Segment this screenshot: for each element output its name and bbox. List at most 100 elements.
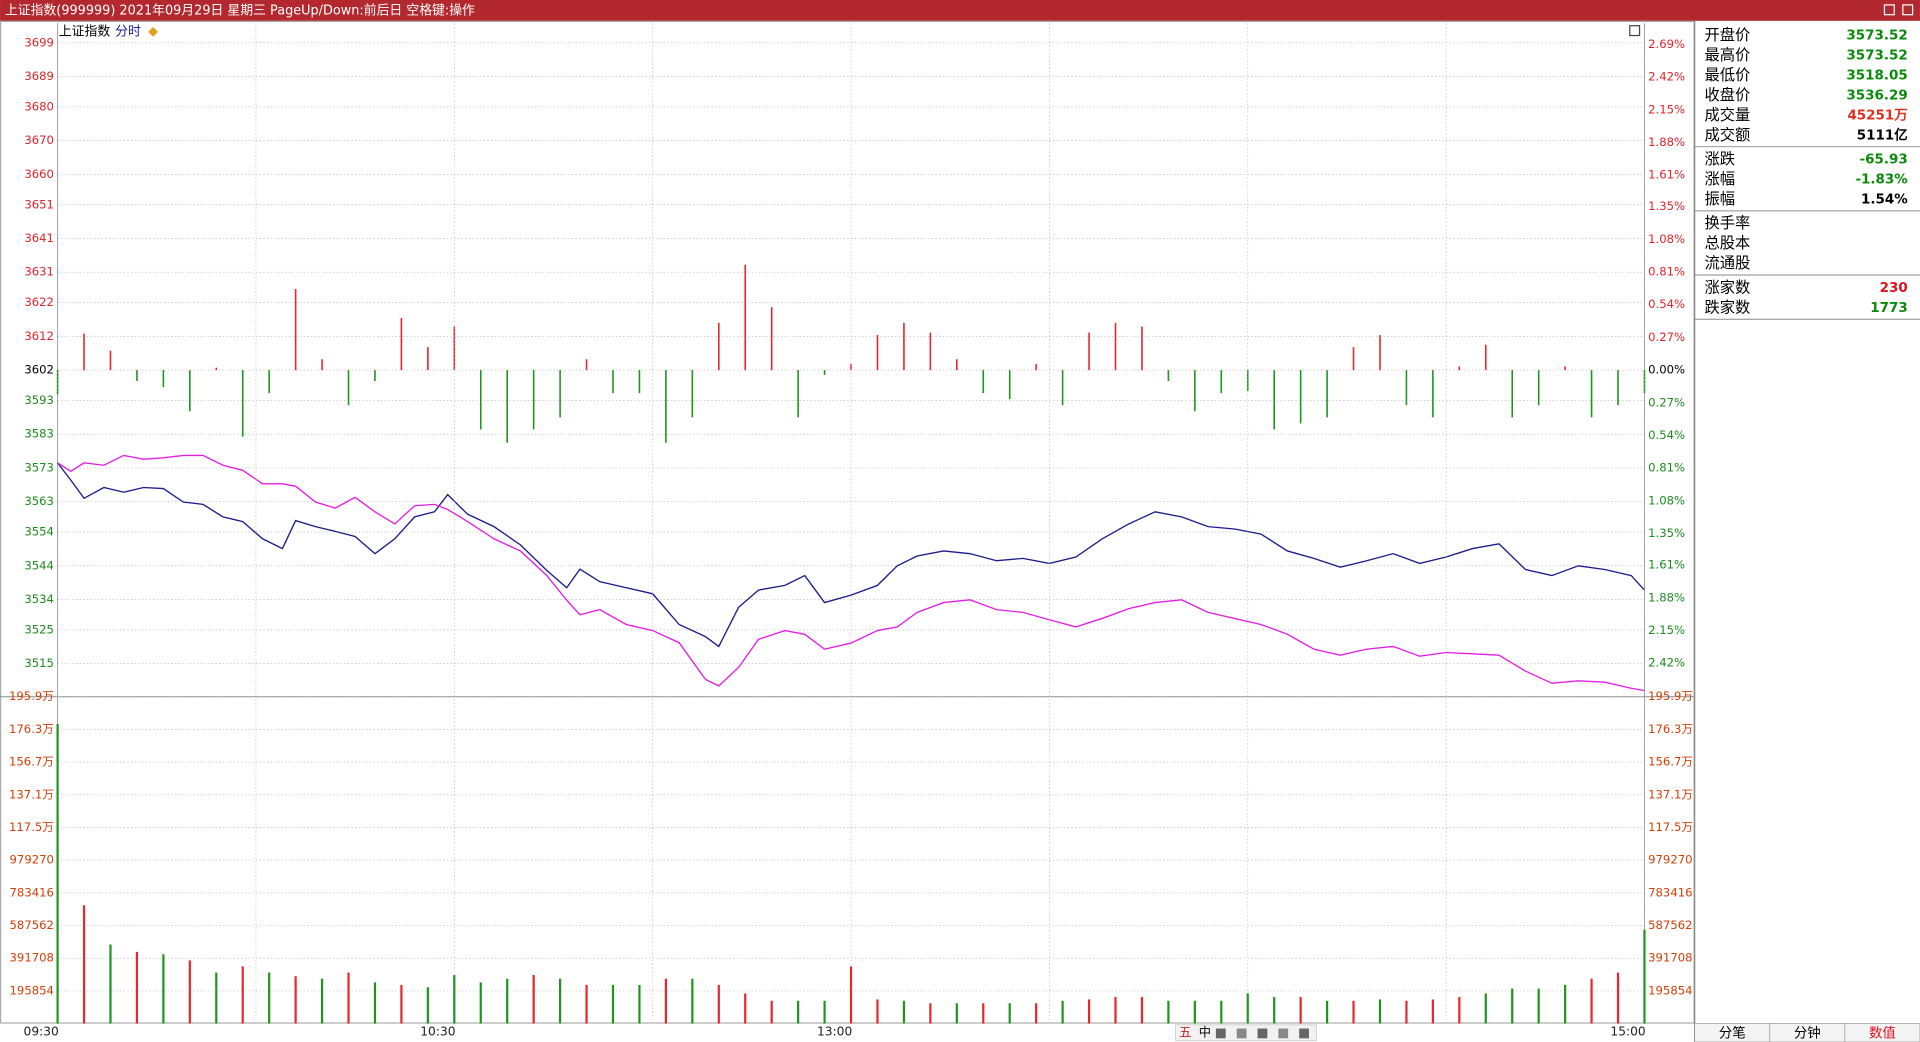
breadth-bar	[1273, 370, 1275, 430]
breadth-bar	[109, 350, 112, 371]
y-tick-label: 195.9万	[9, 689, 54, 703]
y2-tick-label: 156.7万	[1648, 755, 1693, 769]
volume-bar	[849, 966, 853, 1024]
volume-bar	[82, 905, 86, 1024]
toolbar: 五中	[1175, 1024, 1317, 1042]
tool-icon[interactable]	[1236, 1028, 1247, 1039]
volume-bar	[558, 978, 562, 1024]
y-tick-label: 3689	[24, 69, 54, 83]
volume-bar	[241, 966, 244, 1024]
breadth-bar	[1061, 370, 1064, 406]
volume-bar	[585, 984, 588, 1024]
breadth-bar	[374, 370, 376, 382]
restore-button[interactable]	[1883, 4, 1895, 16]
y-tick-label: 3651	[24, 197, 54, 211]
x-tick-label: 15:00	[1610, 1025, 1645, 1039]
y-tick-label: 117.5万	[9, 820, 54, 834]
info-value: 1.54%	[1861, 192, 1908, 207]
info-label: 换手率	[1704, 214, 1750, 232]
volume-bar	[664, 978, 667, 1024]
tab-icon[interactable]	[148, 26, 158, 37]
y2-tick-label: 1.88%	[1648, 590, 1685, 604]
breadth-bar	[1167, 370, 1170, 382]
volume-bar	[1140, 997, 1144, 1024]
breadth-bar	[479, 370, 482, 430]
volume-bar	[268, 972, 271, 1024]
volume-bar	[320, 978, 324, 1024]
volume-bar	[638, 984, 641, 1024]
tool-icon[interactable]	[1278, 1028, 1289, 1039]
breadth-bar	[1484, 344, 1487, 371]
breadth-bar	[1035, 364, 1037, 371]
volume-bar	[1273, 997, 1276, 1024]
volume-bar	[1193, 1000, 1196, 1024]
y-tick-label: 137.1万	[9, 787, 54, 801]
breadth-bar	[83, 333, 85, 371]
volume-bar	[876, 999, 879, 1024]
volume-bar	[1220, 1000, 1223, 1024]
y-tick-label: 3660	[24, 167, 54, 181]
info-value: 230	[1880, 281, 1908, 296]
info-label: 最高价	[1704, 46, 1750, 64]
volume-bar	[955, 1003, 958, 1024]
tool-icon[interactable]	[1299, 1028, 1309, 1039]
y-tick-label: 3602	[24, 363, 54, 377]
breadth-bar	[876, 335, 879, 371]
close-button[interactable]	[1902, 4, 1914, 16]
y-tick-label: 3563	[24, 494, 54, 508]
volume-bar	[611, 984, 615, 1024]
breadth-bar	[1299, 370, 1302, 424]
volume-bar	[1458, 997, 1461, 1024]
y-tick-label: 391708	[10, 951, 54, 965]
breadth-bar	[903, 322, 905, 371]
toolbar-label[interactable]: 中	[1199, 1024, 1211, 1039]
volume-bar	[453, 975, 456, 1024]
y2-tick-label: 0.54%	[1648, 428, 1685, 442]
volume-bar	[506, 978, 509, 1024]
y2-tick-label: 391708	[1648, 951, 1692, 965]
y2-tick-label: 0.27%	[1648, 395, 1685, 409]
breadth-bar	[1088, 332, 1090, 371]
tool-icon[interactable]	[1257, 1028, 1268, 1039]
volume-bar	[373, 982, 377, 1024]
volume-bar	[162, 954, 165, 1024]
volume-bar	[1643, 929, 1646, 1024]
tool-icon[interactable]	[1215, 1028, 1226, 1039]
breadth-bar	[982, 370, 985, 394]
y-tick-label: 195854	[10, 983, 54, 997]
breadth-bar	[1432, 370, 1434, 418]
breadth-bar	[1352, 347, 1355, 371]
volume-bar	[1405, 1000, 1408, 1024]
volume-bar	[1352, 1000, 1355, 1024]
breadth-bar	[638, 370, 641, 394]
breadth-bar	[1643, 370, 1646, 394]
info-label: 收盘价	[1704, 86, 1750, 104]
corner-icon[interactable]	[1629, 25, 1641, 37]
info-label: 涨家数	[1704, 278, 1750, 296]
volume-bar	[400, 984, 403, 1024]
y-tick-label: 3515	[24, 656, 54, 670]
breadth-bar	[347, 370, 350, 406]
breadth-bar	[691, 370, 694, 418]
info-label: 流通股	[1704, 254, 1750, 272]
y2-tick-label: 176.3万	[1648, 722, 1693, 736]
volume-bar	[347, 972, 350, 1024]
info-value: 3573.52	[1846, 29, 1907, 44]
title-text: 上证指数(999999) 2021年09月29日 星期三 PageUp/Down…	[5, 3, 475, 19]
tab-index[interactable]: 上证指数	[59, 24, 111, 39]
toolbar-label[interactable]: 五	[1179, 1025, 1191, 1039]
y-tick-label: 3680	[24, 99, 54, 113]
y-tick-label: 979270	[10, 853, 54, 867]
breadth-bar	[427, 347, 429, 371]
volume-bar	[109, 944, 112, 1024]
y-tick-label: 3583	[24, 427, 54, 441]
y-tick-label: 3525	[24, 622, 54, 636]
breadth-bar	[532, 370, 535, 430]
volume-bar	[1590, 978, 1593, 1024]
info-value: -65.93	[1860, 153, 1908, 168]
tab-minute[interactable]: 分时	[115, 24, 141, 39]
breadth-bar	[797, 370, 799, 418]
info-label: 开盘价	[1704, 26, 1750, 44]
